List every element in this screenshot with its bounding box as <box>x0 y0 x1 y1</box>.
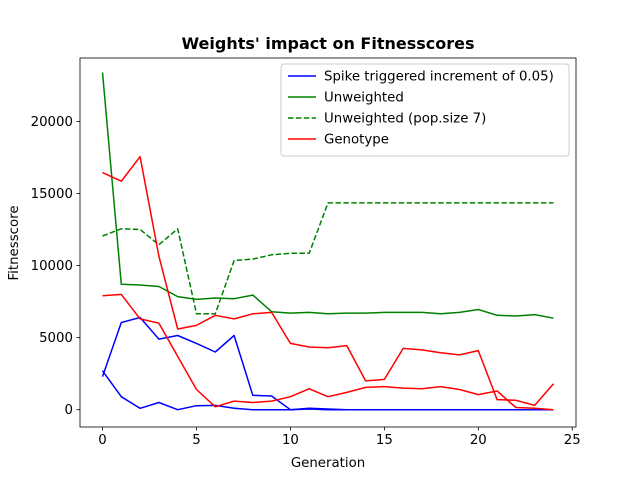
series-line-4 <box>102 202 554 315</box>
chart-title: Weights' impact on Fitnesscores <box>181 34 474 53</box>
legend-label: Unweighted <box>324 91 404 106</box>
x-axis: 0 5 10 15 20 25 <box>98 427 581 448</box>
series-line-5 <box>102 155 555 407</box>
x-tick-label: 10 <box>282 433 299 448</box>
legend: Spike triggered increment of 0.05) Unweig… <box>280 63 570 157</box>
y-axis: 0 5000 10000 15000 20000 <box>31 115 80 418</box>
y-axis-label: Fitnesscore <box>7 205 22 280</box>
x-tick-label: 25 <box>564 433 581 448</box>
legend-box <box>280 63 570 157</box>
y-tick-label: 15000 <box>31 187 73 202</box>
x-tick-label: 0 <box>98 433 106 448</box>
x-axis-label: Generation <box>291 456 365 471</box>
series-line-3 <box>101 72 554 319</box>
y-tick-label: 10000 <box>31 259 73 274</box>
plot-frame <box>79 57 577 428</box>
legend-label: Unweighted (pop.size 7) <box>324 112 486 127</box>
y-tick-label: 5000 <box>39 331 73 346</box>
x-tick-label: 20 <box>470 433 487 448</box>
x-tick-label: 15 <box>376 433 393 448</box>
plot-lines <box>101 72 555 411</box>
y-tick-label: 20000 <box>31 115 73 130</box>
series-line-6 <box>102 293 554 411</box>
series-line-2 <box>101 316 554 411</box>
legend-label: Spike triggered increment of 0.05) <box>324 70 554 85</box>
legend-label: Genotype <box>324 133 389 148</box>
y-tick-label: 0 <box>65 403 73 418</box>
x-tick-label: 5 <box>192 433 200 448</box>
